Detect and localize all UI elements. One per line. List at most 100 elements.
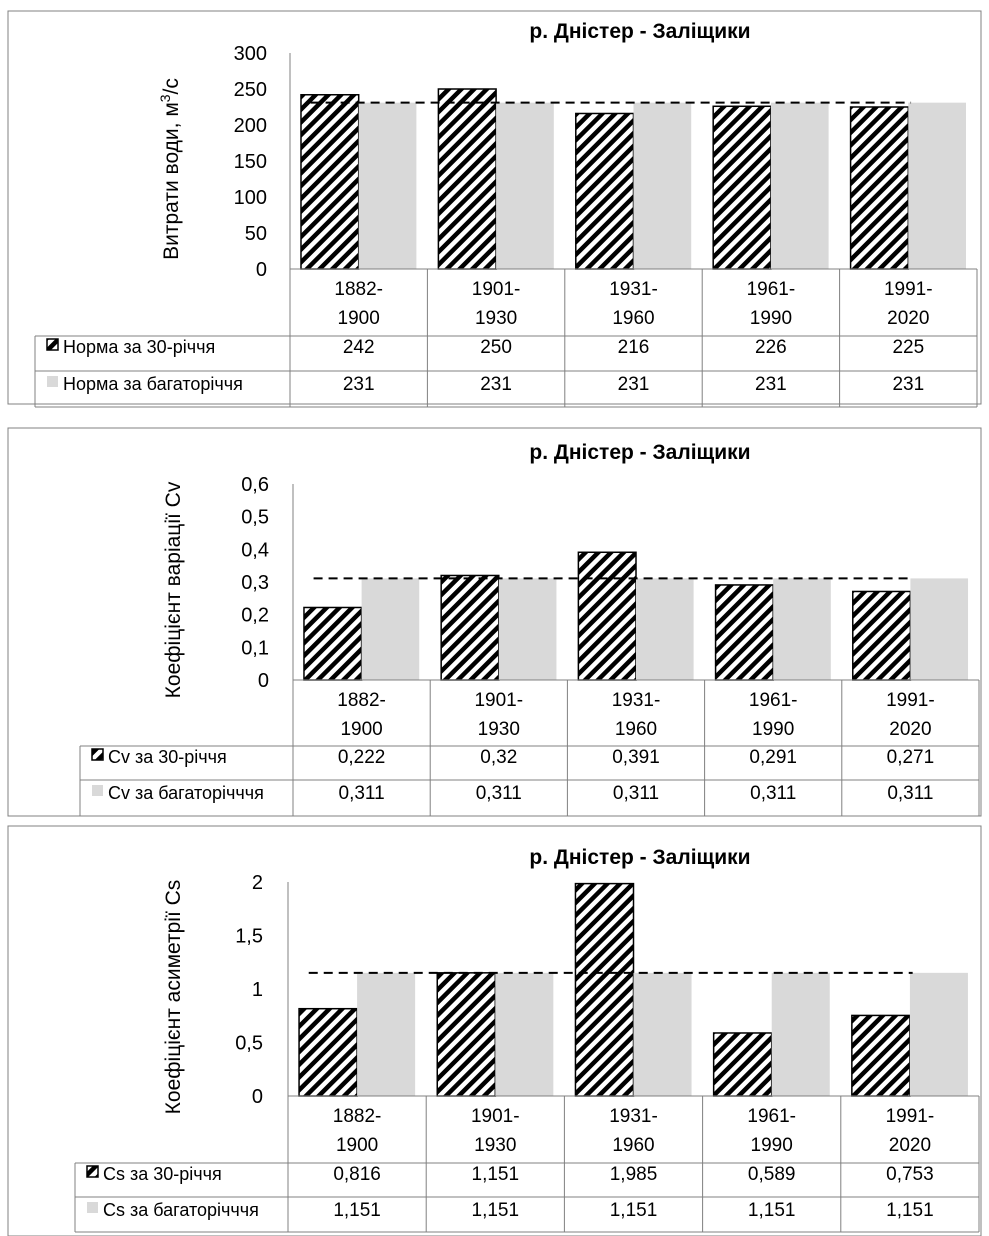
bar-30yr — [852, 590, 912, 681]
bar-longterm — [633, 972, 692, 1096]
category-label-line2: 2020 — [889, 719, 931, 740]
category-label-line1: 1882- — [333, 1106, 382, 1127]
bar-longterm — [771, 972, 830, 1096]
bar-30yr — [303, 606, 363, 681]
y-axis-title: Коефіцієнт асиметрії Cs — [162, 880, 185, 1115]
y-tick-label: 0,3 — [241, 572, 269, 594]
category-label-line2: 2020 — [887, 308, 929, 329]
category-label-line1: 1901- — [474, 690, 523, 711]
table-value-30yr: 0,753 — [886, 1164, 934, 1185]
y-tick-label: 0,1 — [241, 637, 269, 659]
category-label-line2: 1960 — [612, 1135, 654, 1156]
category-label-line2: 1930 — [474, 1135, 516, 1156]
table-value-longterm: 0,311 — [750, 783, 796, 804]
chart-panel-discharge: р. Дністер - Заліщики 0 50 100 150 200 250 300 В… — [0, 0, 989, 416]
category-label-line2: 1960 — [612, 308, 654, 329]
table-value-30yr: 1,985 — [610, 1164, 658, 1185]
y-tick-label: 0 — [258, 670, 269, 692]
legend-key-longterm — [87, 1202, 98, 1213]
bar-longterm — [358, 102, 417, 270]
chart-frame — [7, 10, 982, 405]
bar-longterm — [496, 102, 554, 270]
legend-label-30yr: Cv за 30-річчя — [108, 747, 227, 767]
bar-30yr — [574, 882, 635, 1097]
bar-30yr — [577, 551, 637, 681]
category-label-line1: 1991- — [886, 690, 935, 711]
chart-title: р. Дністер - Заліщики — [529, 20, 750, 43]
bar-30yr — [851, 1014, 911, 1097]
y-tick-label: 2 — [252, 872, 263, 894]
y-tick-label: 0,2 — [241, 605, 269, 627]
chart-title: р. Дністер - Заліщики — [529, 846, 750, 869]
y-tick-label: 250 — [234, 79, 267, 101]
bar-longterm — [495, 972, 554, 1096]
legend-label-30yr: Cs за 30-річчя — [103, 1164, 222, 1184]
bar-30yr — [437, 88, 497, 270]
chart-title: р. Дністер - Заліщики — [529, 441, 750, 464]
y-tick-label: 0,5 — [241, 507, 269, 529]
table-value-longterm: 0,311 — [339, 783, 385, 804]
category-label-line2: 1900 — [338, 308, 380, 329]
legend-key-longterm — [47, 376, 58, 387]
table-value-30yr: 0,32 — [480, 747, 517, 768]
category-label-line1: 1961- — [747, 279, 796, 300]
y-axis-title: Коефіцієнт варіації Cv — [162, 481, 185, 698]
bar-30yr — [714, 584, 774, 681]
category-label-line2: 1900 — [336, 1135, 378, 1156]
y-tick-label: 200 — [234, 115, 267, 137]
table-value-30yr: 250 — [480, 337, 512, 358]
table-value-30yr: 0,271 — [887, 747, 935, 768]
y-axis-title-superscript: 3 — [157, 94, 173, 102]
chart-frame — [7, 825, 982, 1236]
category-label-line2: 1990 — [750, 308, 792, 329]
discharge-chart: р. Дністер - Заліщики 0 50 100 150 200 250 300 В… — [7, 10, 982, 408]
legend-key-longterm — [92, 785, 103, 796]
bar-30yr — [300, 94, 360, 270]
table-value-longterm: 0,311 — [887, 783, 933, 804]
table-value-longterm: 1,151 — [610, 1200, 658, 1221]
category-label-line2: 1930 — [475, 308, 517, 329]
table-value-30yr: 242 — [343, 337, 375, 358]
table-value-longterm: 231 — [755, 374, 787, 395]
bar-30yr — [849, 106, 910, 270]
table-value-30yr: 0,816 — [333, 1164, 381, 1185]
category-label-line1: 1882- — [334, 279, 383, 300]
table-value-longterm: 1,151 — [748, 1200, 796, 1221]
table-value-longterm: 1,151 — [472, 1200, 520, 1221]
category-label-line1: 1961- — [749, 690, 798, 711]
category-label-line2: 2020 — [889, 1135, 931, 1156]
bar-longterm — [909, 972, 968, 1096]
y-axis-title-tail: /с — [160, 78, 183, 94]
y-tick-label: 0 — [252, 1086, 263, 1108]
category-label-line1: 1991- — [886, 1106, 935, 1127]
category-label-line1: 1931- — [609, 1106, 658, 1127]
category-label-line2: 1990 — [751, 1135, 793, 1156]
category-label-line1: 1931- — [612, 690, 661, 711]
cv-chart: р. Дністер - Заліщики 0 0,1 0,2 0,3 0,4 0,5 0,6… — [7, 427, 982, 817]
y-tick-label: 50 — [245, 223, 267, 245]
chart-panel-cv: р. Дністер - Заліщики 0 0,1 0,2 0,3 0,4 0,5 0,6… — [0, 422, 989, 822]
bar-longterm — [636, 578, 694, 680]
bar-30yr — [575, 112, 635, 270]
legend-key-30yr — [46, 338, 59, 351]
chart-panel-cs: р. Дністер - Заліщики 0 0,5 1 1,5 2 Коефіцієнт… — [0, 825, 989, 1236]
bar-longterm — [357, 972, 416, 1096]
category-label-line1: 1961- — [747, 1106, 796, 1127]
table-value-longterm: 0,311 — [613, 783, 659, 804]
y-tick-label: 300 — [234, 43, 267, 65]
bar-longterm — [770, 102, 829, 270]
bar-30yr — [440, 574, 500, 681]
category-label-line1: 1901- — [472, 279, 521, 300]
table-value-30yr: 225 — [892, 337, 924, 358]
legend-label-30yr: Норма за 30-річчя — [63, 337, 215, 357]
category-label-line1: 1991- — [884, 279, 933, 300]
category-label-line2: 1990 — [752, 719, 794, 740]
table-value-longterm: 231 — [618, 374, 650, 395]
legend-label-longterm: Норма за багаторіччя — [63, 374, 243, 394]
table-value-30yr: 0,391 — [612, 747, 660, 768]
y-tick-label: 0,4 — [241, 539, 269, 561]
table-value-30yr: 226 — [755, 337, 787, 358]
category-label-line1: 1901- — [471, 1106, 520, 1127]
table-value-longterm: 0,311 — [476, 783, 522, 804]
legend-label-longterm: Cv за багаторічччя — [108, 783, 264, 803]
